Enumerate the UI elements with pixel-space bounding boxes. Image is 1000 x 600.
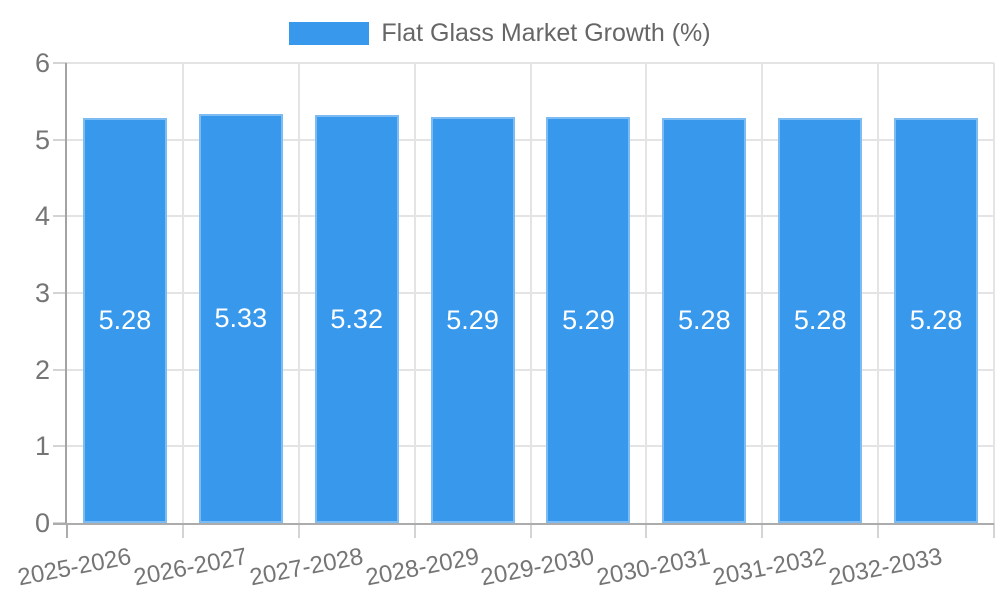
bar-2026-2027[interactable]: 5.33 — [198, 114, 283, 523]
bar-value-label: 5.32 — [330, 303, 383, 334]
y-tick-label: 0 — [34, 508, 50, 538]
bar-2032-2033[interactable]: 5.28 — [894, 118, 979, 523]
x-tick-mark — [66, 523, 68, 538]
x-tick-mark — [645, 523, 648, 538]
bar-2027-2028[interactable]: 5.32 — [314, 115, 399, 523]
x-tick-mark — [529, 523, 532, 538]
y-tick-mark — [53, 138, 67, 141]
y-tick-mark — [53, 215, 67, 218]
y-axis-line — [65, 63, 67, 523]
legend[interactable]: Flat Glass Market Growth (%) — [0, 20, 1000, 46]
x-tick-mark — [877, 523, 880, 538]
legend-label: Flat Glass Market Growth (%) — [381, 19, 711, 47]
v-gridline — [181, 63, 184, 523]
y-tick-label: 4 — [34, 201, 50, 232]
v-gridline — [529, 63, 532, 523]
y-tick-label: 2 — [34, 354, 50, 385]
v-gridline — [297, 63, 300, 523]
x-axis-line — [53, 523, 994, 525]
x-tick-mark — [181, 523, 184, 538]
bar-value-label: 5.33 — [214, 303, 268, 334]
bar-value-label: 5.28 — [678, 305, 731, 336]
x-tick-mark — [413, 523, 416, 538]
x-tick-mark — [297, 523, 300, 538]
legend-swatch — [289, 21, 370, 45]
v-gridline — [645, 63, 648, 523]
bar-2028-2029[interactable]: 5.29 — [430, 117, 515, 523]
y-tick-label: 5 — [34, 124, 50, 155]
v-gridline — [993, 63, 995, 523]
y-tick-label: 1 — [34, 431, 50, 462]
bar-value-label: 5.28 — [793, 305, 847, 336]
bar-value-label: 5.28 — [98, 305, 152, 336]
y-tick-mark — [53, 445, 67, 448]
bar-value-label: 5.28 — [909, 305, 963, 336]
bar-2031-2032[interactable]: 5.28 — [778, 118, 863, 523]
y-tick-mark — [53, 368, 67, 371]
bar-2025-2026[interactable]: 5.28 — [82, 118, 167, 523]
y-tick-label: 3 — [34, 278, 50, 308]
bar-value-label: 5.29 — [446, 304, 499, 335]
y-tick-mark — [53, 62, 67, 64]
v-gridline — [413, 63, 416, 523]
x-tick-mark — [761, 523, 764, 538]
x-tick-mark — [993, 523, 995, 538]
v-gridline — [761, 63, 764, 523]
bar-value-label: 5.29 — [562, 304, 615, 335]
y-tick-mark — [53, 292, 67, 294]
bar-2030-2031[interactable]: 5.28 — [662, 118, 747, 523]
bar-2029-2030[interactable]: 5.29 — [546, 117, 631, 523]
y-tick-label: 6 — [34, 48, 50, 78]
v-gridline — [877, 63, 880, 523]
